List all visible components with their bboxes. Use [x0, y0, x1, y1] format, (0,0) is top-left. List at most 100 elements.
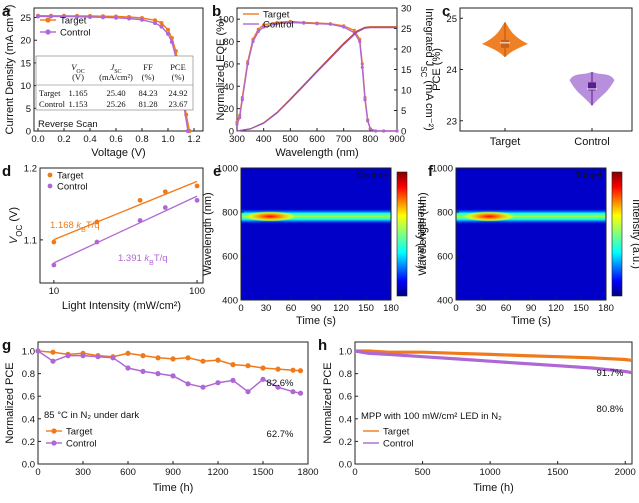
panel-g-series-control: [37, 350, 301, 394]
panel-a-table-cell: 84.23: [138, 88, 157, 98]
panel-a-xtick-label: 0.0: [31, 134, 44, 145]
panel-a-xlabel: Voltage (V): [91, 147, 145, 159]
panel-f-xtick-label: 150: [573, 303, 589, 314]
panel-b-ylabel2-sub: SC: [420, 66, 429, 77]
panel-a-table-cell: 25.40: [106, 88, 125, 98]
panel-g-ytick-label: 0.4: [22, 414, 35, 425]
panel-a-ytick-label: 10: [20, 81, 31, 92]
panel-g-point-target: [125, 350, 131, 356]
panel-d-xtick-label: 100: [189, 286, 205, 297]
panel-a-point-control: [101, 15, 105, 20]
panel-a-point-control: [62, 14, 66, 19]
panel-h-legend-control-label: Control: [383, 439, 414, 450]
panel-h-xtick-label: 0: [352, 467, 357, 478]
panel-a-point-control: [88, 15, 92, 19]
panel-b-point: [302, 21, 306, 25]
panel-a-note: Reverse Scan: [38, 119, 98, 130]
panel-d-point-control: [94, 239, 100, 245]
panel-g-xtick-label: 1500: [252, 467, 273, 478]
panel-d-fit-target-k: k: [76, 220, 82, 231]
panel-a-table-header: JSC: [110, 62, 121, 75]
panel-g-xtick-label: 1800: [297, 467, 318, 478]
panel-g-xtick-label: 900: [165, 467, 181, 478]
panel-b-point: [238, 116, 242, 120]
panel-b-point: [363, 98, 367, 102]
panel-f-xtick-label: 180: [598, 303, 614, 314]
panel-f-colorbar-label: Intensity (a.u.): [630, 199, 639, 269]
panel-b-ytick-label: 100: [218, 15, 234, 26]
panel-b-right-ytick-label: 20: [401, 45, 412, 56]
panel-f-xtick-label: 120: [548, 303, 564, 314]
panel-b-ylabel2-unit: (mA cm⁻²): [423, 77, 435, 130]
panel-e-ytick-label: 800: [222, 208, 238, 219]
panel-b-ylabel2: Integrated JSC (mA cm⁻²): [420, 8, 436, 131]
panel-g-point-target: [245, 363, 251, 369]
panel-f-label: f: [428, 163, 434, 180]
panel-g-point-target: [297, 368, 304, 374]
panel-a-xtick-label: 0.8: [135, 134, 148, 145]
panel-f-xtick-label: 30: [476, 303, 487, 314]
panel-c: c 23 24 25 PCE (%) Target Control: [431, 3, 633, 148]
panel-a-point-target: [159, 21, 164, 25]
panel-b-point: [382, 129, 386, 133]
panel-h-series-target: [355, 349, 633, 362]
panel-b-right-ytick-label: 5: [401, 106, 406, 117]
panel-a-ytick-label: 15: [20, 58, 31, 69]
panel-f-tag: Target: [576, 170, 603, 181]
panel-c-label: c: [442, 3, 450, 20]
panel-d-point-target: [51, 239, 57, 245]
panel-g-point-control: [35, 348, 41, 354]
panel-c-ytick-label: 23: [446, 116, 457, 127]
panel-g-point-target: [185, 355, 191, 361]
panel-e-xtick-label: 30: [261, 303, 272, 314]
panel-d-ylabel-sub: OC: [15, 224, 24, 236]
panel-g-xlabel: Time (h): [153, 482, 194, 494]
panel-a-table-cell: 23.67: [168, 99, 187, 109]
panel-a-point-control: [75, 14, 79, 19]
panel-b-right-ytick-label: 10: [401, 86, 412, 97]
panel-d-ylabel-unit: (V): [8, 207, 20, 225]
panel-g-end-control: 62.7%: [267, 429, 294, 440]
panel-b-ylabel2-main: Integrated J: [423, 8, 435, 66]
panel-e-colorbar-label: Intensity (a.u.): [415, 199, 427, 269]
panel-a-frame: [33, 7, 204, 132]
panel-h-ytick-label: 0.4: [339, 414, 352, 425]
panel-g-note: 85 °C in N₂ under dark: [44, 410, 139, 421]
panel-b-xlabel: Wavelength (nm): [275, 147, 358, 159]
panel-a-legend-target-marker: [45, 17, 51, 23]
panel-g-point-target: [200, 358, 206, 364]
panel-h-end-control: 80.8%: [597, 404, 624, 415]
panel-g-point-target: [260, 365, 266, 371]
panel-g-point-control: [260, 376, 266, 382]
panel-g-point-control: [245, 389, 251, 395]
panel-g-xtick-label: 600: [120, 467, 136, 478]
panel-a-point-control: [159, 24, 164, 29]
panel-f-xtick-label: 60: [501, 303, 512, 314]
panel-a-table-cell: 24.92: [168, 88, 187, 98]
panel-g-ylabel: Normalized PCE: [4, 362, 16, 443]
panel-g-point-target: [140, 353, 146, 359]
panel-h-end-target: 91.7%: [597, 368, 624, 379]
panel-e-label: e: [213, 163, 221, 180]
panel-d-ytick-label: 1.1: [24, 235, 37, 246]
panel-h-ytick-label: 0.2: [339, 437, 352, 448]
panel-b-point: [288, 20, 292, 25]
panel-h-ylabel: Normalized PCE: [322, 362, 334, 443]
panel-c-category-label: Control: [574, 136, 609, 148]
panel-b-point: [256, 29, 260, 34]
panel-d-fit-control-unit: T/q: [154, 253, 168, 264]
panel-a-legend-control-label: Control: [60, 28, 91, 39]
panel-d-fit-control-num: 1.391: [118, 253, 144, 264]
panel-b-label: b: [212, 3, 221, 20]
panel-d-legend-control-label: Control: [57, 182, 88, 193]
panel-h-ytick-label: 1.0: [339, 347, 352, 358]
panel-a-point-control: [185, 129, 190, 133]
panel-a-table-header-text: V: [71, 62, 78, 72]
panel-a-table-header: PCE: [170, 62, 186, 72]
panel-b-point: [235, 122, 239, 126]
panel-h-frame: [354, 341, 633, 465]
panel-a-table-unit: (V): [72, 72, 84, 82]
panel-f-ytick-label: 1000: [432, 164, 453, 175]
panel-d-fit-target-unit: T/q: [86, 220, 100, 231]
